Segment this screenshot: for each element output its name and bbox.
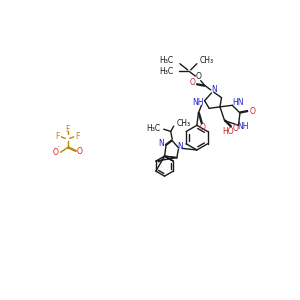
Text: O: O (77, 147, 83, 156)
Text: O: O (52, 148, 58, 157)
Text: O: O (232, 124, 238, 133)
Text: CH₃: CH₃ (177, 119, 191, 128)
Text: CH₃: CH₃ (200, 56, 214, 65)
Text: O: O (196, 72, 201, 81)
Text: N: N (211, 85, 217, 94)
Text: H₃C: H₃C (146, 124, 160, 133)
Text: F: F (75, 132, 80, 141)
Text: H₃C: H₃C (160, 56, 174, 65)
Text: N: N (177, 142, 183, 152)
Text: HO: HO (222, 127, 233, 136)
Text: ⁻: ⁻ (57, 147, 60, 152)
Text: O: O (190, 78, 196, 87)
Text: O: O (200, 123, 206, 132)
Text: O: O (249, 107, 255, 116)
Text: NH: NH (237, 122, 249, 131)
Text: F: F (65, 125, 70, 134)
Text: HN: HN (232, 98, 243, 107)
Text: N: N (159, 139, 164, 148)
Text: NH: NH (193, 98, 204, 107)
Text: H₃C: H₃C (160, 67, 174, 76)
Text: F: F (55, 132, 60, 141)
